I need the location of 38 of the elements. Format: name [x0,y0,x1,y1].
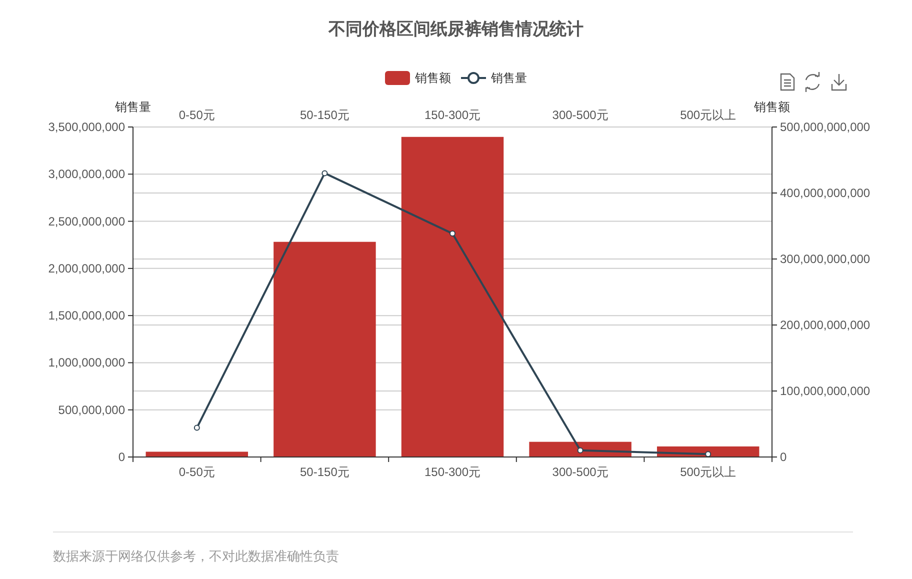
y-tick-label: 3,500,000,000 [48,120,126,134]
y-tick-label: 2,500,000,000 [48,214,126,228]
x-tick-label: 0-50元 [178,108,215,122]
y2-tick-label: 300,000,000,000 [780,252,870,266]
x-tick-label: 300-500元 [552,108,608,122]
y2-tick-label: 500,000,000,000 [780,120,870,134]
y-tick-label: 3,000,000,000 [48,167,126,182]
bar [146,452,248,457]
bar [274,242,376,457]
point [450,230,456,237]
bar [529,442,632,457]
x-tick-label: 150-300元 [424,108,481,122]
category-label: 0-50元 [178,465,215,479]
y-tick-label: 0 [118,450,126,464]
y2-tick-label: 0 [780,450,787,464]
y-tick-label: 1,000,000,000 [48,356,126,370]
y-tick-label: 2,000,000,000 [48,261,126,276]
y-axis-title: 销售量 [114,100,151,114]
bar [401,136,504,457]
category-label: 150-300元 [424,465,481,479]
category-label: 300-500元 [552,465,608,479]
y2-tick-label: 200,000,000,000 [780,318,870,332]
point [322,170,328,176]
text: 数据来源于网络仅供参考，不对此数据准确性负责 [53,548,339,564]
y2-axis-title: 销售额 [753,100,790,114]
category-label: 50-150元 [300,465,350,479]
chart-title: 不同价格区间纸尿裤销售情况统计 [328,20,584,38]
legend-label: 销售量 [490,71,527,85]
x-tick-label: 500元以上 [680,108,736,122]
y-tick-label: 1,500,000,000 [48,308,126,323]
y2-tick-label: 100,000,000,000 [780,384,870,398]
category-label: 500元以上 [680,465,736,479]
x-tick-label: 50-150元 [300,108,350,122]
point [577,447,584,454]
point [194,424,200,431]
y2-tick-label: 400,000,000,000 [780,186,870,200]
legend-label: 销售额 [414,71,451,85]
y-tick-label: 500,000,000 [58,402,126,417]
